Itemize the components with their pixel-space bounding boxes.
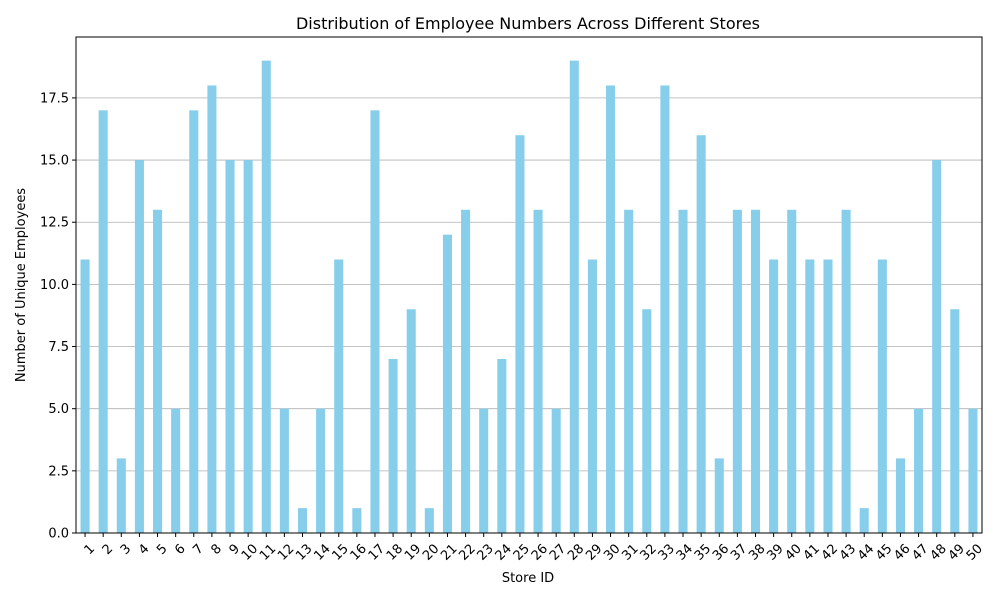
bar-store-9 [225,160,235,533]
bar-store-34 [678,209,688,533]
bar-store-7 [189,110,199,534]
bar-store-24 [497,358,507,533]
x-axis-title: Store ID [502,571,554,586]
bar-store-35 [696,135,706,534]
bar-store-2 [98,110,108,534]
bar-store-47 [914,408,924,533]
y-tick-label: 12.5 [40,216,69,231]
bar-store-49 [950,309,960,533]
y-axis-title: Number of Unique Employees [14,188,29,382]
bar-store-36 [714,458,724,533]
bar-store-23 [479,408,489,533]
bar-store-37 [732,209,742,533]
plot-frame [75,36,983,534]
bar-store-17 [370,110,380,534]
bar-store-31 [624,209,634,533]
y-tick-label: 10.0 [40,278,69,293]
bar-store-48 [932,160,942,533]
bar-store-1 [80,259,90,533]
bar-store-13 [297,508,308,533]
bar-store-4 [134,160,144,533]
bar-store-14 [316,408,326,533]
bar-store-18 [388,358,398,533]
bar-store-42 [823,259,833,533]
bar-store-44 [859,508,869,533]
bar-store-33 [660,85,670,533]
y-tick-label: 5.0 [48,402,69,417]
bar-store-12 [279,408,289,533]
bar-store-19 [406,309,416,533]
bar-store-45 [877,259,887,533]
bar-store-5 [153,209,163,533]
bar-store-15 [334,259,344,533]
y-axis-ticks: 0.0 2.5 5.0 7.5 10.0 12.5 15.0 17.5 [40,91,76,542]
bar-store-29 [587,259,597,533]
bar-store-16 [352,508,362,533]
bar-store-38 [750,209,761,533]
bar-store-46 [895,458,905,533]
bars [80,60,978,534]
bar-store-8 [207,85,217,533]
bar-store-28 [569,60,579,533]
bar-store-32 [642,309,652,533]
bar-store-30 [606,85,616,533]
chart-title: Distribution of Employee Numbers Across … [296,14,760,33]
bar-store-20 [424,508,434,533]
bar-store-43 [841,209,851,533]
y-tick-label: 0.0 [48,527,69,542]
bar-store-10 [243,160,253,533]
bar-store-3 [116,458,126,533]
y-tick-label: 15.0 [40,154,69,169]
bar-store-40 [787,209,797,533]
bar-store-41 [805,259,815,533]
bar-store-21 [442,234,452,534]
bar-store-6 [171,408,181,533]
bar-store-26 [533,209,543,533]
bar-store-39 [769,259,779,533]
y-tick-label: 17.5 [40,91,69,106]
bar-store-22 [461,209,471,533]
y-tick-label: 2.5 [48,464,69,479]
bar-store-25 [515,135,525,534]
y-tick-label: 7.5 [48,340,69,355]
bar-store-50 [968,408,978,533]
bar-store-11 [261,60,271,533]
bar-store-27 [551,408,561,533]
